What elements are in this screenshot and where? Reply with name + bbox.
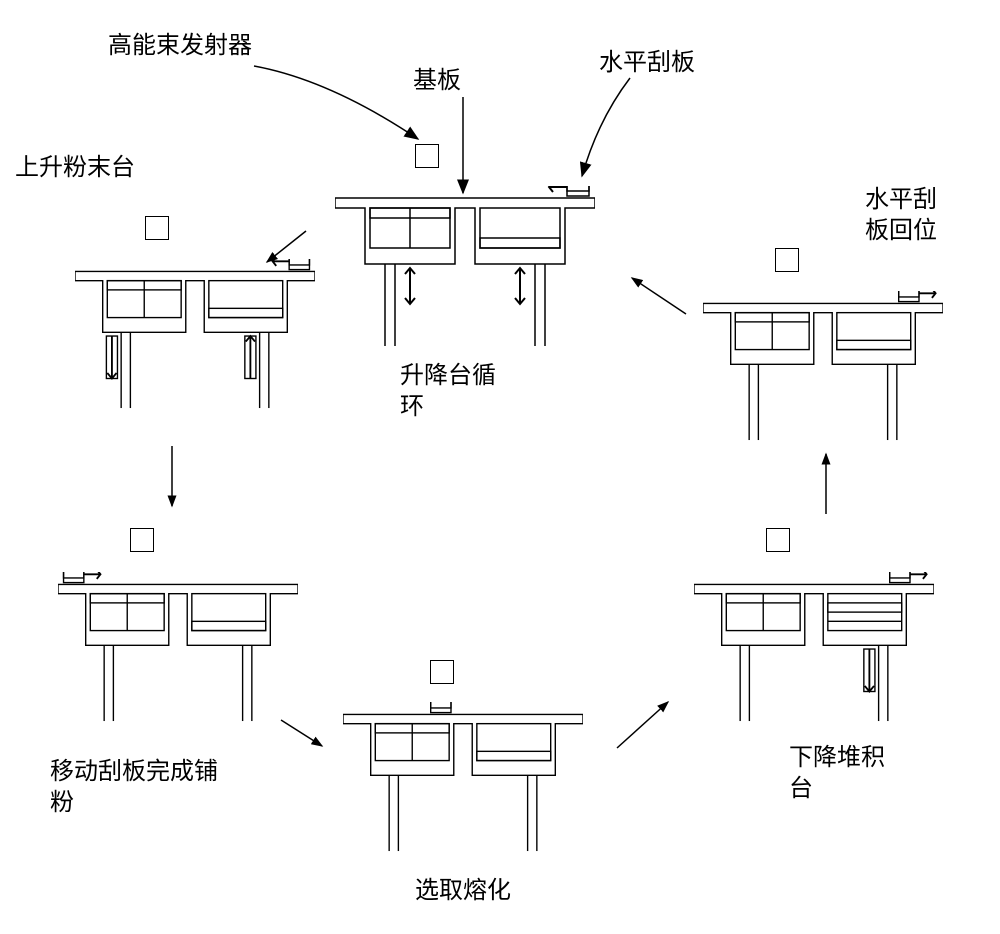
emitter-icon [430,660,454,684]
machine-top [335,186,595,351]
machine-right-lower [694,572,934,727]
emitter-icon [766,528,790,552]
raise-powder-label: 上升粉末台 [15,153,135,184]
machine-bottom [343,702,583,857]
emitter-icon [775,248,799,272]
machine-right-upper [703,291,943,446]
emitter-icon [130,528,154,552]
substrate-label: 基板 [413,66,461,97]
move-scraper-label: 移动刮板完成铺 粉 [50,757,218,819]
select-melt-label: 选取熔化 [415,876,511,907]
lift-cycle-label: 升降台循 环 [400,361,496,423]
machine-left-lower [58,572,298,727]
emitter-label: 高能束发射器 [108,31,252,62]
scraper-return-label: 水平刮 板回位 [865,185,937,247]
scraper-label: 水平刮板 [599,48,695,79]
lower-stack-label: 下降堆积 台 [789,743,885,805]
emitter-icon [145,216,169,240]
emitter-icon [415,144,439,168]
machine-left-upper [75,259,315,414]
